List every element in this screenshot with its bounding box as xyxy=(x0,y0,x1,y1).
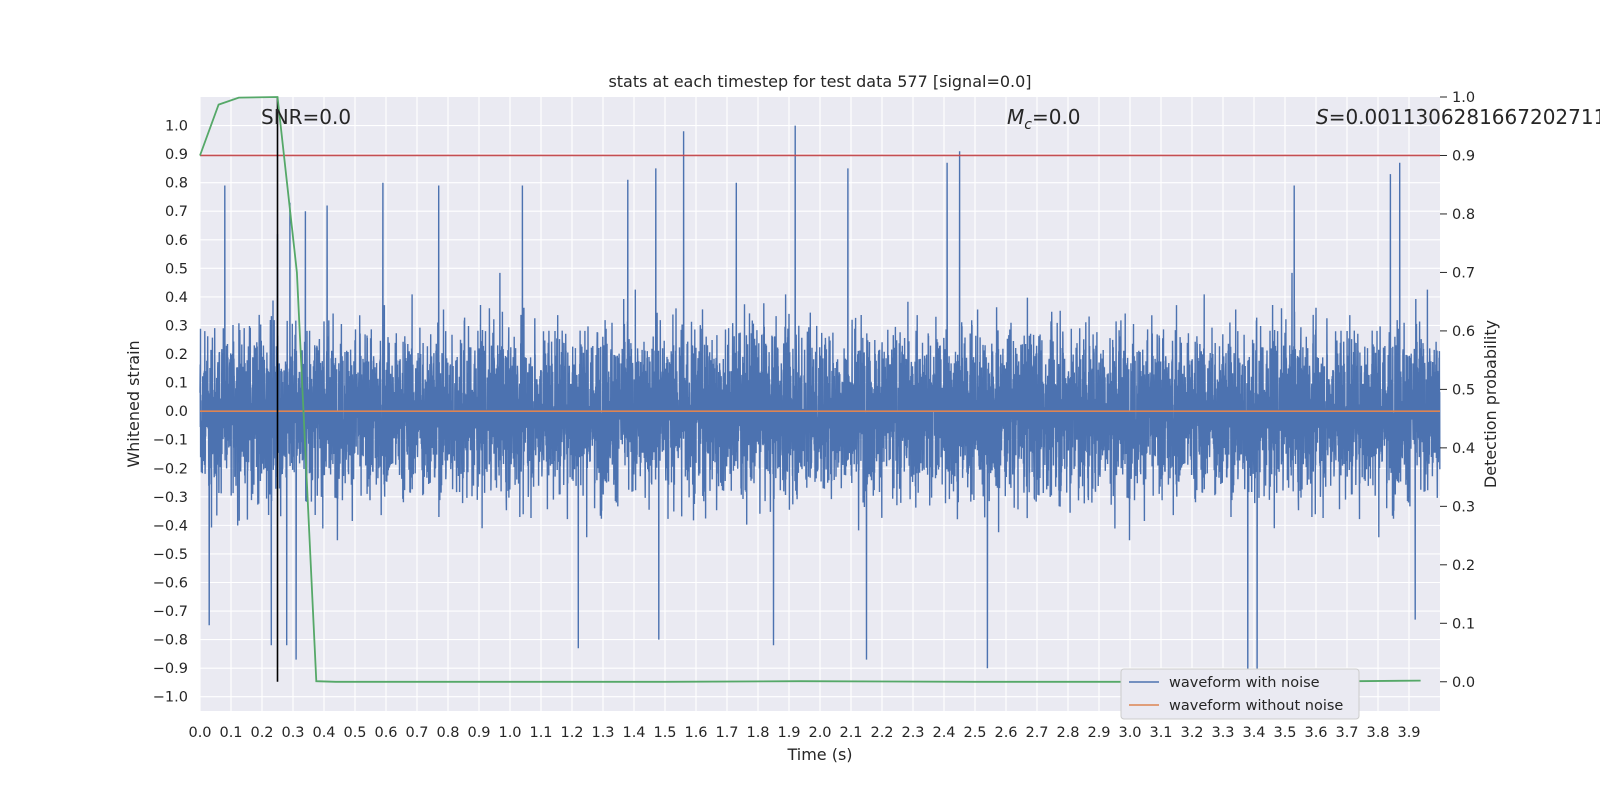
y-tick-label: −0.1 xyxy=(153,433,188,449)
s-symbol: S xyxy=(1316,105,1329,129)
legend-label-clean: waveform without noise xyxy=(1169,698,1343,714)
y-tick-label: −0.2 xyxy=(153,461,188,477)
x-tick-label: 3.9 xyxy=(1397,725,1420,741)
y-tick-label: 1.0 xyxy=(165,119,188,135)
y-tick-label: −0.5 xyxy=(153,547,188,563)
x-tick-label: 0.5 xyxy=(343,725,366,741)
x-tick-label: 1.4 xyxy=(622,725,645,741)
x-tick-labels: 0.0 0.1 0.2 0.3 0.4 0.5 0.6 0.7 0.8 0.9 1.0 1.1 1.2 1… xyxy=(188,725,1420,741)
y-tick-label: 0.9 xyxy=(165,147,188,163)
x-tick-label: 2.6 xyxy=(994,725,1017,741)
chirp-mass-annotation: Mc=0.0 xyxy=(1007,105,1081,133)
y-tick-label: −0.9 xyxy=(153,661,188,677)
x-tick-label: 1.1 xyxy=(529,725,552,741)
y-tick-label: 0.0 xyxy=(165,404,188,420)
x-tick-label: 1.8 xyxy=(746,725,769,741)
y-tick-labels: 1.0 0.9 0.8 0.7 0.6 0.5 0.4 0.3 0.2 0.1 0.0 −0.1 −0.… xyxy=(153,119,188,706)
snr-annotation: SNR=0.0 xyxy=(261,105,351,129)
x-tick-label: 3.5 xyxy=(1273,725,1296,741)
y2-tick-labels: 1.0 0.9 0.8 0.7 0.6 0.5 0.4 0.3 0.2 0.1 0.0 xyxy=(1440,90,1475,691)
y-tick-label: −0.6 xyxy=(153,575,188,591)
x-tick-label: 0.4 xyxy=(312,725,335,741)
y2-tick-label: 0.7 xyxy=(1452,265,1475,281)
x-tick-label: 0.6 xyxy=(374,725,397,741)
x-tick-label: 2.8 xyxy=(1056,725,1079,741)
y-tick-label: −0.4 xyxy=(153,518,188,534)
x-tick-label: 2.4 xyxy=(932,725,955,741)
x-tick-label: 3.2 xyxy=(1180,725,1203,741)
legend: waveform with noise waveform without noi… xyxy=(1120,668,1360,720)
detection-probability-line xyxy=(199,96,1421,683)
y2-tick-label: 0.2 xyxy=(1452,558,1475,574)
x-tick-label: 2.5 xyxy=(963,725,986,741)
x-tick-label: 3.7 xyxy=(1335,725,1358,741)
y-tick-label: −0.8 xyxy=(153,633,188,649)
legend-box xyxy=(1120,668,1360,720)
y2-tick-label: 0.3 xyxy=(1452,499,1475,515)
y2-tick-label: 0.4 xyxy=(1452,441,1475,457)
waveform-with-noise-line xyxy=(199,125,1441,712)
x-tick-label: 2.7 xyxy=(1025,725,1048,741)
x-tick-label: 2.2 xyxy=(870,725,893,741)
y2-tick-label: 0.9 xyxy=(1452,148,1475,164)
x-tick-label: 1.0 xyxy=(498,725,521,741)
y2-tick-label: 0.0 xyxy=(1452,675,1475,691)
waveform-with-noise-series xyxy=(199,125,1441,712)
x-tick-label: 0.1 xyxy=(219,725,242,741)
y2-tick-label: 0.6 xyxy=(1452,324,1475,340)
y-axis-label: Whitened strain xyxy=(124,340,143,467)
y-tick-label: 0.5 xyxy=(165,261,188,277)
chart-title: stats at each timestep for test data 577… xyxy=(608,72,1031,91)
y-tick-label: 0.6 xyxy=(165,233,188,249)
x-tick-label: 0.2 xyxy=(250,725,273,741)
y2-tick-label: 0.8 xyxy=(1452,207,1475,223)
y-tick-label: −0.3 xyxy=(153,490,188,506)
x-tick-label: 2.3 xyxy=(901,725,924,741)
x-tick-label: 3.4 xyxy=(1242,725,1265,741)
x-tick-label: 0.8 xyxy=(436,725,459,741)
x-tick-label: 0.3 xyxy=(281,725,304,741)
y-tick-label: −0.7 xyxy=(153,604,188,620)
chirp-mass-symbol: M xyxy=(1007,105,1024,129)
y2-axis-label: Detection probability xyxy=(1481,320,1500,488)
x-tick-label: 0.7 xyxy=(405,725,428,741)
y2-tick-label: 1.0 xyxy=(1452,90,1475,106)
x-tick-label: 3.8 xyxy=(1366,725,1389,741)
overlay-lines xyxy=(199,96,1440,683)
legend-label-noise: waveform with noise xyxy=(1169,675,1320,691)
y2-tick-label: 0.5 xyxy=(1452,382,1475,398)
x-tick-label: 3.1 xyxy=(1149,725,1172,741)
x-tick-label: 1.9 xyxy=(777,725,800,741)
x-tick-label: 2.0 xyxy=(808,725,831,741)
s-value: =0.0011306281667202711 xyxy=(1329,105,1600,129)
y-tick-label: 0.8 xyxy=(165,176,188,192)
chirp-mass-subscript: c xyxy=(1024,117,1032,133)
y-tick-label: 0.1 xyxy=(165,376,188,392)
y-tick-label: 0.2 xyxy=(165,347,188,363)
x-tick-label: 3.6 xyxy=(1304,725,1327,741)
x-axis-label: Time (s) xyxy=(786,745,852,764)
y-tick-label: −1.0 xyxy=(153,690,188,706)
y-tick-label: 0.4 xyxy=(165,290,188,306)
x-tick-label: 0.0 xyxy=(188,725,211,741)
x-tick-label: 0.9 xyxy=(467,725,490,741)
x-tick-label: 1.3 xyxy=(591,725,614,741)
x-tick-label: 2.1 xyxy=(839,725,862,741)
y-tick-label: 0.7 xyxy=(165,204,188,220)
y2-tick-label: 0.1 xyxy=(1452,616,1475,632)
s-annotation: S=0.0011306281667202711 xyxy=(1316,105,1600,129)
x-tick-label: 1.5 xyxy=(653,725,676,741)
x-tick-label: 2.9 xyxy=(1087,725,1110,741)
x-tick-label: 3.3 xyxy=(1211,725,1234,741)
x-tick-label: 1.6 xyxy=(684,725,707,741)
x-tick-label: 1.7 xyxy=(715,725,738,741)
chirp-mass-value: =0.0 xyxy=(1032,105,1081,129)
x-tick-label: 3.0 xyxy=(1118,725,1141,741)
y-tick-label: 0.3 xyxy=(165,318,188,334)
x-tick-label: 1.2 xyxy=(560,725,583,741)
